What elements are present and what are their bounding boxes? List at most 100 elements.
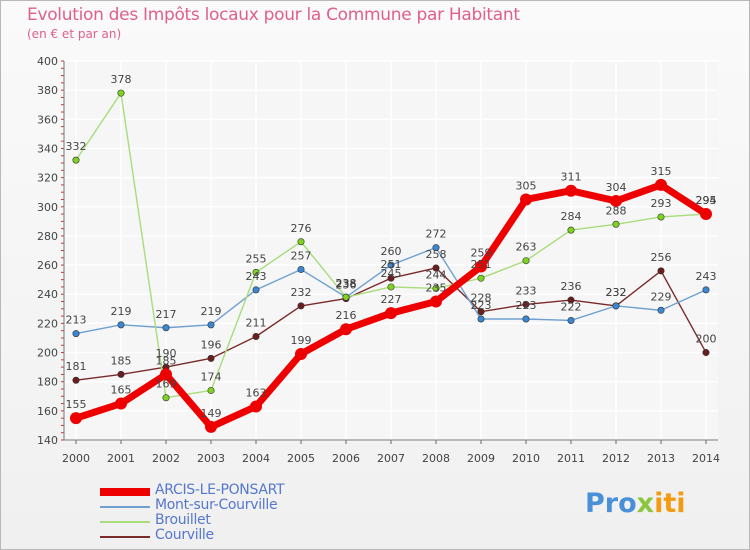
data-point xyxy=(702,349,710,357)
data-point xyxy=(702,286,710,294)
data-label: 232 xyxy=(606,286,627,299)
data-label: 259 xyxy=(471,247,492,260)
data-label: 263 xyxy=(516,241,537,254)
y-tick-label: 140 xyxy=(37,434,58,447)
x-tick-label: 2003 xyxy=(197,452,225,465)
data-label: 238 xyxy=(336,277,357,290)
data-point xyxy=(162,394,170,402)
data-label: 257 xyxy=(291,249,312,262)
data-label: 169 xyxy=(156,378,177,391)
data-point xyxy=(117,321,125,329)
data-label: 255 xyxy=(246,252,267,265)
data-point xyxy=(207,386,215,394)
x-tick-label: 2006 xyxy=(332,452,360,465)
data-point xyxy=(340,323,352,336)
data-point xyxy=(477,315,485,323)
x-tick-label: 2008 xyxy=(422,452,450,465)
data-label: 196 xyxy=(201,338,222,351)
data-label: 304 xyxy=(606,181,627,194)
y-tick-label: 320 xyxy=(37,172,58,185)
data-point xyxy=(567,296,575,304)
data-point xyxy=(385,307,397,320)
data-point xyxy=(657,213,665,221)
data-point xyxy=(70,412,82,425)
data-point xyxy=(432,244,440,252)
data-point xyxy=(565,184,577,197)
x-tick-label: 2000 xyxy=(62,452,90,465)
chart-title: Evolution des Impôts locaux pour la Comm… xyxy=(27,5,520,25)
data-point xyxy=(567,226,575,234)
data-point xyxy=(522,315,530,323)
y-tick-label: 260 xyxy=(37,259,58,272)
data-label: 272 xyxy=(426,228,447,241)
data-point xyxy=(655,178,667,191)
data-label: 315 xyxy=(651,165,672,178)
y-tick-label: 160 xyxy=(37,405,58,418)
data-point xyxy=(72,330,80,338)
data-label: 238 xyxy=(336,277,357,290)
data-point xyxy=(432,264,440,272)
data-point xyxy=(162,324,170,332)
proxiti-logo: Proxiti xyxy=(585,488,686,519)
chart-subtitle: (en € et par an) xyxy=(27,27,122,41)
data-label: 228 xyxy=(471,292,492,305)
data-label: 244 xyxy=(426,268,447,281)
data-point xyxy=(160,368,172,381)
data-label: 258 xyxy=(426,248,447,261)
x-tick-label: 2007 xyxy=(377,452,405,465)
data-label: 174 xyxy=(201,370,222,383)
data-point xyxy=(700,208,712,221)
data-label: 232 xyxy=(606,286,627,299)
data-point xyxy=(612,302,620,310)
data-label: 236 xyxy=(561,280,582,293)
logo-part-3: iti xyxy=(654,488,686,519)
data-label: 288 xyxy=(606,204,627,217)
data-point xyxy=(297,238,305,246)
data-label: 200 xyxy=(696,333,717,346)
data-label: 165 xyxy=(111,384,132,397)
data-label: 251 xyxy=(381,258,402,271)
y-tick-label: 200 xyxy=(37,347,58,360)
data-label: 199 xyxy=(291,334,312,347)
data-point xyxy=(387,274,395,282)
data-label: 295 xyxy=(696,194,717,207)
y-tick-label: 240 xyxy=(37,288,58,301)
logo-part-2: x xyxy=(636,488,655,519)
data-point xyxy=(342,293,350,301)
data-label: 256 xyxy=(651,251,672,264)
x-tick-label: 2013 xyxy=(647,452,675,465)
y-tick-label: 300 xyxy=(37,201,58,214)
data-label: 260 xyxy=(381,245,402,258)
data-point xyxy=(250,400,262,413)
data-label: 378 xyxy=(111,73,132,86)
data-label: 149 xyxy=(201,407,222,420)
data-label: 155 xyxy=(66,398,87,411)
data-label: 229 xyxy=(651,290,672,303)
y-tick-label: 220 xyxy=(37,317,58,330)
data-label: 181 xyxy=(66,360,87,373)
data-label: 185 xyxy=(111,354,132,367)
data-label: 211 xyxy=(246,317,267,330)
data-point xyxy=(387,261,395,269)
legend-swatch xyxy=(100,488,150,496)
legend-swatch xyxy=(100,536,150,538)
data-point xyxy=(252,333,260,341)
data-point xyxy=(115,397,127,410)
data-point xyxy=(612,220,620,228)
data-point xyxy=(477,308,485,316)
logo-part-1: Pro xyxy=(585,488,637,519)
data-point xyxy=(252,286,260,294)
data-label: 219 xyxy=(201,305,222,318)
y-tick-label: 340 xyxy=(37,142,58,155)
legend-swatch xyxy=(100,521,150,523)
data-label: 216 xyxy=(336,309,357,322)
data-point xyxy=(610,194,622,207)
y-tick-label: 280 xyxy=(37,230,58,243)
legend-label: Brouillet xyxy=(155,512,211,528)
legend-label: ARCIS-LE-PONSART xyxy=(155,482,285,498)
x-tick-label: 2010 xyxy=(512,452,540,465)
data-label: 332 xyxy=(66,140,87,153)
data-point xyxy=(295,347,307,360)
x-tick-label: 2014 xyxy=(692,452,720,465)
data-point xyxy=(522,300,530,308)
